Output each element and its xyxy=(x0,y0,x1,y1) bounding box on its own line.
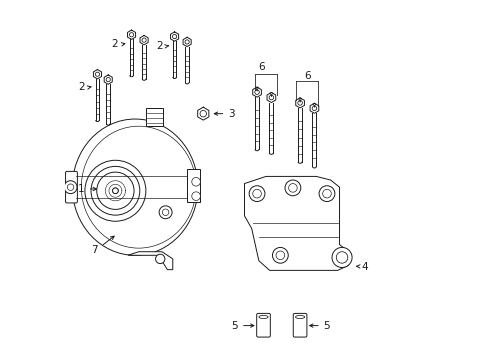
FancyBboxPatch shape xyxy=(293,314,306,337)
Circle shape xyxy=(64,181,77,194)
Circle shape xyxy=(162,209,168,216)
Polygon shape xyxy=(309,103,318,113)
Circle shape xyxy=(184,40,189,44)
Circle shape xyxy=(288,184,297,192)
Circle shape xyxy=(67,184,74,190)
Circle shape xyxy=(276,251,284,260)
Text: 6: 6 xyxy=(304,71,310,81)
Text: 4: 4 xyxy=(360,262,367,272)
Polygon shape xyxy=(127,30,135,40)
Text: 2: 2 xyxy=(111,40,118,49)
Circle shape xyxy=(172,35,176,39)
Polygon shape xyxy=(183,37,191,46)
Circle shape xyxy=(200,111,206,117)
Circle shape xyxy=(311,106,316,111)
Text: 2: 2 xyxy=(78,82,85,93)
Circle shape xyxy=(297,101,302,105)
Circle shape xyxy=(142,38,146,42)
Bar xyxy=(145,108,163,126)
Text: 5: 5 xyxy=(323,321,329,330)
Text: 5: 5 xyxy=(230,321,237,330)
Polygon shape xyxy=(170,32,178,41)
Circle shape xyxy=(106,77,110,82)
Circle shape xyxy=(272,247,287,263)
FancyBboxPatch shape xyxy=(65,171,77,203)
Text: 7: 7 xyxy=(91,245,97,255)
Text: 6: 6 xyxy=(258,62,264,72)
Circle shape xyxy=(252,189,261,198)
Circle shape xyxy=(331,247,351,267)
Circle shape xyxy=(336,252,347,263)
Circle shape xyxy=(129,33,133,37)
Text: 3: 3 xyxy=(228,109,235,119)
FancyBboxPatch shape xyxy=(256,314,270,337)
Polygon shape xyxy=(266,93,275,103)
Polygon shape xyxy=(295,98,304,108)
Circle shape xyxy=(254,90,259,94)
Text: 1: 1 xyxy=(78,184,85,194)
Polygon shape xyxy=(252,87,261,97)
Circle shape xyxy=(322,189,330,198)
Polygon shape xyxy=(197,107,208,120)
Ellipse shape xyxy=(72,119,198,255)
Circle shape xyxy=(319,186,334,202)
Circle shape xyxy=(191,177,200,186)
Polygon shape xyxy=(128,252,172,270)
Polygon shape xyxy=(104,75,112,84)
Polygon shape xyxy=(140,36,148,45)
Polygon shape xyxy=(244,176,348,270)
Ellipse shape xyxy=(295,315,304,319)
Circle shape xyxy=(191,192,200,201)
Ellipse shape xyxy=(259,315,267,319)
Circle shape xyxy=(112,188,118,194)
Circle shape xyxy=(95,72,100,76)
Circle shape xyxy=(249,186,264,202)
Circle shape xyxy=(268,95,273,100)
Text: 2: 2 xyxy=(156,41,163,51)
Circle shape xyxy=(159,206,172,219)
Bar xyxy=(187,169,199,202)
Circle shape xyxy=(285,180,300,196)
Polygon shape xyxy=(93,69,102,79)
Circle shape xyxy=(155,254,164,264)
